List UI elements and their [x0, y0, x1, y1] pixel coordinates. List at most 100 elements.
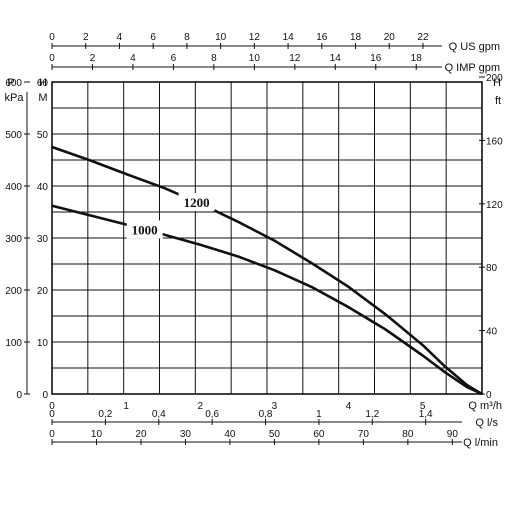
series-point: [444, 371, 446, 373]
x-axis-tick-label: 1: [123, 401, 129, 412]
top-axis-tick-label: 8: [184, 32, 190, 43]
kpa-axis-label: P: [7, 77, 14, 89]
top-axis-tick-label: 16: [316, 32, 328, 43]
series-point: [162, 186, 165, 189]
series-point: [384, 313, 387, 316]
series-point: [162, 233, 165, 236]
series-point: [88, 214, 90, 216]
top-axis-tick-label: 4: [130, 53, 136, 64]
top-axis-tick-label: 12: [289, 53, 301, 64]
series-point: [273, 239, 276, 242]
top-axis-tick-label: 2: [90, 53, 96, 64]
bottom-axis-tick-label: 0,4: [152, 409, 166, 420]
x-axis-tick-label: 5: [420, 401, 426, 412]
series-point: [125, 223, 127, 226]
bottom-axis-unit-label: Q l/s: [475, 417, 498, 429]
series-point: [421, 344, 424, 346]
series-point: [199, 243, 202, 246]
top-axis-tick-label: 4: [117, 32, 123, 43]
top-axis-tick-label: 16: [370, 53, 382, 64]
x-axis-unit-label: Q m³/h: [468, 400, 502, 412]
bottom-axis-tick-label: 1,2: [365, 409, 379, 420]
top-axis-unit-label: Q US gpm: [449, 41, 500, 53]
series-point: [51, 204, 53, 207]
axes: [24, 43, 485, 445]
series-label-1200: 1200: [184, 195, 210, 210]
series-line-1200: [51, 145, 483, 396]
bottom-axis-tick-label: 30: [180, 429, 192, 440]
bottom-axis-tick-label: 90: [447, 429, 459, 440]
top-axis-tick-label: 20: [384, 32, 396, 43]
series-point: [273, 269, 276, 272]
bottom-axis-tick-label: 70: [358, 429, 370, 440]
y-axis-tick-label: 20: [37, 286, 49, 297]
bottom-axis-tick-label: 20: [135, 429, 147, 440]
ft-axis-tick-label: 200: [486, 73, 503, 84]
top-axis-unit-label: Q IMP gpm: [445, 62, 500, 74]
ft-axis-tick-label: 120: [486, 200, 503, 211]
ft-axis-label: H: [493, 77, 501, 89]
series-point: [481, 393, 483, 395]
ft-axis-tick-label: 160: [486, 136, 503, 147]
y-axis-tick-label: 0: [42, 390, 48, 401]
ft-axis-tick-label: 80: [486, 263, 498, 274]
series-point: [236, 220, 239, 223]
x-axis-tick-label: 3: [272, 401, 278, 412]
top-axis-tick-label: 22: [417, 32, 429, 43]
x-axis-tick-label: 0: [49, 401, 55, 412]
series-label-1000: 1000: [132, 222, 158, 237]
series: 1200 1000: [51, 145, 483, 396]
series-point: [347, 306, 350, 308]
bottom-axis-tick-label: 0,6: [205, 409, 219, 420]
series-label-bg: [126, 220, 163, 239]
bottom-axis-tick-label: 60: [313, 429, 325, 440]
top-axis-tick-label: 0: [49, 53, 55, 64]
y-axis-tick-label: 60: [37, 78, 49, 89]
top-axis-tick-label: 6: [171, 53, 177, 64]
top-axis-tick-label: 18: [350, 32, 362, 43]
ft-axis-unit: ft: [495, 95, 501, 107]
x-axis-tick-label: 4: [346, 401, 352, 412]
kpa-axis-tick-label: 300: [5, 234, 22, 245]
bottom-axis-tick-label: 50: [269, 429, 281, 440]
ft-axis-tick-label: 0: [486, 390, 492, 401]
series-point: [466, 386, 468, 389]
top-axis-tick-label: 2: [83, 32, 89, 43]
series-point: [125, 173, 127, 175]
y-axis-label: H: [39, 77, 47, 89]
series-point: [236, 255, 239, 257]
top-axis-tick-label: 10: [215, 32, 227, 43]
bottom-axis-tick-label: 1: [316, 409, 322, 420]
kpa-axis-tick-label: 600: [5, 78, 22, 89]
top-axis-tick-label: 8: [211, 53, 217, 64]
kpa-axis-tick-label: 400: [5, 182, 22, 193]
top-axis-tick-label: 10: [249, 53, 261, 64]
bottom-axis-unit-label: Q l/min: [463, 437, 498, 449]
x-axis-tick-label: 2: [197, 401, 203, 412]
bottom-axis-tick-label: 0,8: [259, 409, 273, 420]
bottom-axis-tick-label: 40: [224, 429, 236, 440]
bottom-axis-tick-label: 10: [91, 429, 103, 440]
top-axis-tick-label: 0: [49, 32, 55, 43]
grid: [51, 81, 483, 395]
bottom-axis-tick-label: 0,2: [98, 409, 112, 420]
top-axis-tick-label: 6: [150, 32, 156, 43]
series-point: [88, 159, 90, 161]
bottom-axis-tick-label: 1,4: [419, 409, 433, 420]
kpa-axis-unit: kPa: [5, 92, 25, 104]
kpa-axis-tick-label: 0: [16, 390, 22, 401]
series-point: [444, 365, 446, 368]
top-axis-tick-label: 18: [411, 53, 423, 64]
bottom-axis-tick-label: 0: [49, 429, 55, 440]
series-point: [310, 286, 313, 288]
kpa-axis-tick-label: 100: [5, 338, 22, 349]
series-point: [310, 262, 313, 264]
y-axis-tick-label: 40: [37, 182, 49, 193]
y-axis-tick-label: 10: [37, 338, 49, 349]
series-label-bg: [178, 193, 215, 212]
y-axis-tick-label: 30: [37, 234, 49, 245]
y-axis-unit: M: [38, 92, 47, 104]
